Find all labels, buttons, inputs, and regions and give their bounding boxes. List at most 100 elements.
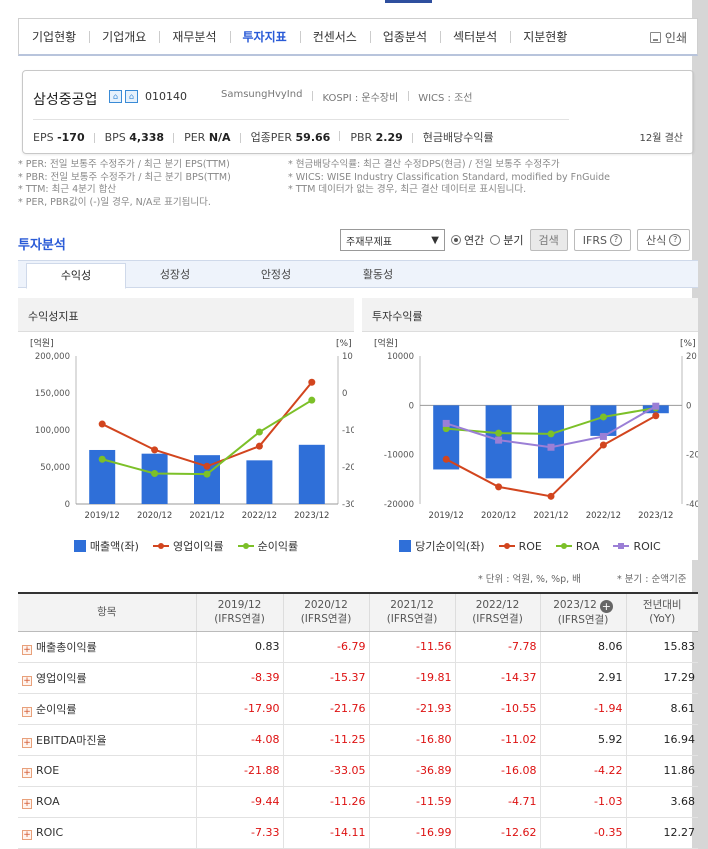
stat-value: 2.29 xyxy=(375,130,403,144)
line-point[interactable] xyxy=(308,396,316,404)
y2-tick-label: 0 xyxy=(686,401,691,411)
legend-item[interactable]: ROA xyxy=(555,538,599,554)
settlement-month: 12월 결산 xyxy=(639,133,683,144)
period-basis: (IFRS연결) xyxy=(214,613,265,626)
line-point[interactable] xyxy=(255,428,263,436)
nav-tab-2[interactable]: 재무분석 xyxy=(159,29,229,45)
value-cell: -4.22 xyxy=(540,755,627,787)
expand-columns-icon[interactable]: + xyxy=(599,599,613,613)
line-point[interactable] xyxy=(547,430,555,438)
period-basis: (IFRS연결) xyxy=(386,613,438,626)
note-line: * PER, PBR값이 (-)일 경우, N/A로 표기됩니다. xyxy=(18,196,211,208)
x-tick-label: 2019/12 xyxy=(85,511,120,521)
line-point[interactable] xyxy=(652,402,660,410)
nav-tab-4[interactable]: 컨센서스 xyxy=(299,29,370,45)
value-cell: -11.25 xyxy=(283,724,370,756)
y-tick-label: -10000 xyxy=(384,451,414,461)
yoy-label: 전년대비 xyxy=(642,599,682,612)
expand-row-icon[interactable]: + xyxy=(22,798,32,809)
value-cell: -9.44 xyxy=(196,786,284,818)
stat-item: PBR 2.29 xyxy=(350,130,414,144)
row-label: ROIC xyxy=(36,825,64,839)
expand-row-icon[interactable]: + xyxy=(22,767,32,778)
line-point[interactable] xyxy=(495,483,503,491)
subtab-1[interactable]: 성장성 xyxy=(159,268,191,281)
expand-row-icon[interactable]: + xyxy=(22,675,32,686)
building-icon[interactable]: ⌂ xyxy=(125,90,138,103)
row-label-cell: + EBITDA마진율 xyxy=(18,724,197,756)
x-tick-label: 2020/12 xyxy=(137,511,172,521)
line-point[interactable] xyxy=(151,470,159,478)
expand-row-icon[interactable]: + xyxy=(22,829,32,840)
expand-row-icon[interactable]: + xyxy=(22,706,32,717)
legend-swatch xyxy=(555,541,572,551)
expand-row-icon[interactable]: + xyxy=(22,737,32,748)
ifrs-help-button[interactable]: IFRS ? xyxy=(573,229,631,251)
expand-row-icon[interactable]: + xyxy=(22,644,32,655)
legend-item[interactable]: 매출액(좌) xyxy=(73,538,139,554)
statement-select[interactable]: 주재무제표 ▼ xyxy=(340,229,445,251)
bar-mark[interactable] xyxy=(141,453,168,504)
value-cell: 12.27 xyxy=(626,817,698,849)
subtab-0[interactable]: 수익성 xyxy=(26,263,126,289)
row-label-cell: + ROE xyxy=(18,755,197,787)
print-button[interactable]: 인쇄 xyxy=(649,29,687,46)
nav-tab-7[interactable]: 지분현황 xyxy=(510,29,580,45)
chart-legend: 매출액(좌) 영업이익률 순이익률 xyxy=(18,538,354,554)
line-point[interactable] xyxy=(442,419,450,427)
x-tick-label: 2022/12 xyxy=(242,511,277,521)
value-cell: -21.76 xyxy=(283,693,370,725)
line-point[interactable] xyxy=(495,429,503,437)
company-icons: ⌂ ⌂ xyxy=(109,90,138,103)
line-point[interactable] xyxy=(547,492,555,500)
line-point[interactable] xyxy=(599,441,607,449)
subtab-2[interactable]: 안정성 xyxy=(260,268,292,281)
formula-help-button[interactable]: 산식 ? xyxy=(636,229,691,251)
nav-tab-6[interactable]: 섹터분석 xyxy=(440,29,510,45)
legend-swatch xyxy=(73,540,86,552)
line-point[interactable] xyxy=(98,420,106,428)
bar-mark[interactable] xyxy=(298,444,325,504)
value-cell: -7.33 xyxy=(196,817,284,849)
home-icon[interactable]: ⌂ xyxy=(109,90,122,103)
line-point[interactable] xyxy=(203,470,211,478)
bar-mark[interactable] xyxy=(246,460,273,504)
value-cell: 16.94 xyxy=(626,724,698,756)
bar-mark[interactable] xyxy=(538,405,564,479)
line-point[interactable] xyxy=(442,455,450,463)
line-point[interactable] xyxy=(599,413,607,421)
period-year: 2020/12 xyxy=(304,599,348,612)
line-point[interactable] xyxy=(495,436,503,444)
nav-tab-1[interactable]: 기업개요 xyxy=(89,29,159,45)
value-cell: -8.39 xyxy=(196,662,284,694)
stat-item: 현금배당수익률 xyxy=(423,129,504,145)
legend-swatch xyxy=(399,540,412,552)
line-point[interactable] xyxy=(98,455,106,463)
line-point[interactable] xyxy=(151,446,159,454)
legend-item[interactable]: 당기순이익(좌) xyxy=(399,538,485,554)
value-cell: -14.11 xyxy=(283,817,370,849)
x-tick-label: 2023/12 xyxy=(294,511,329,521)
line-point[interactable] xyxy=(547,443,555,451)
nav-tab-0[interactable]: 기업현황 xyxy=(32,30,77,44)
subtab-3[interactable]: 활동성 xyxy=(362,268,394,281)
axis-unit-right: [%] xyxy=(336,339,352,349)
legend-item[interactable]: 영업이익률 xyxy=(152,538,224,554)
legend-item[interactable]: ROIC xyxy=(613,538,661,554)
nav-tab-5[interactable]: 업종분석 xyxy=(369,29,440,45)
legend-item[interactable]: ROE xyxy=(498,538,542,554)
value-cell: -16.99 xyxy=(369,817,456,849)
nav-tab-3[interactable]: 투자지표 xyxy=(229,29,300,45)
search-button[interactable]: 검색 xyxy=(529,229,568,251)
line-point[interactable] xyxy=(308,378,316,386)
radio-annual[interactable]: 연간 xyxy=(451,232,484,248)
line-point[interactable] xyxy=(255,442,263,450)
line-point[interactable] xyxy=(599,432,607,440)
radio-quarter[interactable]: 분기 xyxy=(490,232,524,248)
radio-annual-label: 연간 xyxy=(464,234,485,247)
legend-item[interactable]: 순이익률 xyxy=(237,538,298,554)
top-accent-line xyxy=(385,0,432,3)
y2-tick-label: -30 xyxy=(342,500,354,510)
line-point[interactable] xyxy=(203,462,211,470)
line-point[interactable] xyxy=(652,412,660,420)
